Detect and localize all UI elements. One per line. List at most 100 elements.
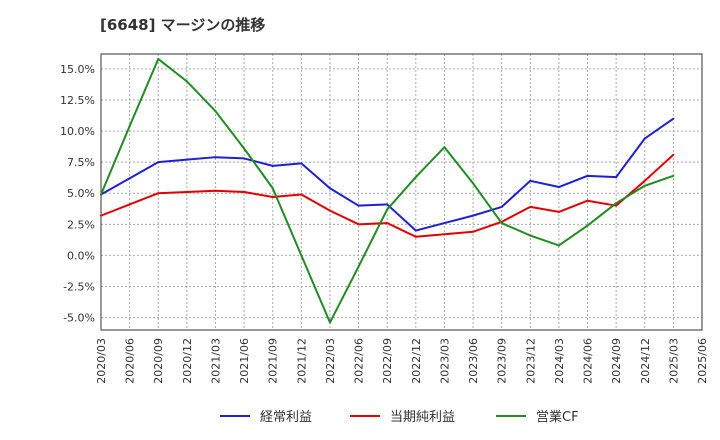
- data-point: [414, 176, 417, 179]
- data-point: [386, 222, 389, 225]
- legend-label: 経常利益: [260, 410, 312, 425]
- legend-label: 当期純利益: [390, 410, 455, 425]
- data-point: [557, 186, 560, 189]
- data-point: [185, 80, 188, 83]
- data-point: [300, 254, 303, 257]
- x-tick-label: 2023/03: [438, 338, 451, 384]
- data-point: [243, 191, 246, 193]
- data-point: [157, 57, 160, 60]
- x-tick-label: 2024/03: [553, 338, 566, 384]
- y-tick-label: -5.0%: [63, 312, 95, 325]
- data-point: [529, 234, 532, 237]
- y-tick-label: 0.0%: [67, 249, 95, 262]
- x-tick-label: 2021/12: [295, 338, 308, 384]
- x-tick-label: 2020/12: [181, 338, 194, 384]
- data-point: [443, 146, 446, 149]
- data-point: [557, 210, 560, 213]
- data-point: [328, 187, 331, 190]
- x-tick-label: 2021/09: [267, 338, 280, 384]
- x-tick-label: 2025/06: [696, 338, 709, 384]
- data-point: [472, 214, 475, 217]
- data-point: [414, 229, 417, 232]
- x-tick-label: 2023/09: [496, 338, 509, 384]
- data-point: [414, 235, 417, 238]
- x-tick-label: 2024/12: [639, 338, 652, 384]
- data-point: [214, 156, 217, 159]
- data-point: [500, 222, 503, 225]
- data-point: [529, 179, 532, 182]
- x-tick-label: 2023/06: [467, 338, 480, 384]
- data-point: [328, 209, 331, 212]
- data-point: [557, 244, 560, 247]
- data-point: [672, 174, 675, 177]
- y-tick-label: 15.0%: [60, 63, 95, 76]
- x-tick-label: 2024/09: [610, 338, 623, 384]
- data-point: [643, 137, 646, 140]
- data-point: [300, 162, 303, 165]
- data-point: [615, 202, 618, 205]
- data-point: [357, 204, 360, 207]
- data-point: [472, 230, 475, 233]
- data-point: [615, 204, 618, 207]
- data-point: [643, 179, 646, 182]
- data-point: [672, 117, 675, 120]
- data-point: [328, 321, 331, 324]
- x-tick-label: 2022/12: [410, 338, 423, 384]
- data-point: [586, 199, 589, 202]
- data-point: [128, 125, 131, 128]
- x-tick-label: 2022/03: [324, 338, 337, 384]
- data-point: [243, 157, 246, 160]
- data-point: [157, 161, 160, 164]
- x-tick-label: 2022/06: [353, 338, 366, 384]
- chart-title: [6648] マージンの推移: [100, 16, 266, 34]
- y-tick-label: 5.0%: [67, 187, 95, 200]
- x-tick-label: 2020/06: [124, 338, 137, 384]
- data-point: [586, 224, 589, 227]
- y-tick-label: -2.5%: [63, 280, 95, 293]
- series-lines: [100, 57, 675, 324]
- data-point: [472, 182, 475, 185]
- data-point: [357, 265, 360, 268]
- data-point: [357, 223, 360, 226]
- legend-label: 営業CF: [536, 409, 579, 425]
- data-point: [500, 205, 503, 208]
- data-point: [271, 187, 274, 190]
- data-point: [185, 158, 188, 161]
- data-point: [243, 147, 246, 150]
- axes: 15.0% 12.5% 10.0% 7.5% 5.0% 2.5% 0.0% -2.5% -5.0…: [60, 53, 709, 384]
- data-point: [128, 203, 131, 206]
- data-point: [185, 191, 188, 193]
- data-point: [300, 193, 303, 196]
- x-tick-label: 2021/03: [209, 338, 222, 384]
- x-tick-label: 2023/12: [524, 338, 537, 384]
- data-point: [128, 177, 131, 180]
- data-point: [386, 203, 389, 206]
- y-tick-label: 7.5%: [67, 156, 95, 169]
- data-point: [529, 205, 532, 208]
- data-point: [271, 164, 274, 167]
- data-point: [443, 222, 446, 225]
- x-tick-label: 2025/03: [667, 338, 680, 384]
- data-point: [100, 214, 102, 217]
- x-tick-label: 2020/09: [152, 338, 165, 384]
- x-tick-label: 2022/09: [381, 338, 394, 384]
- y-tick-label: 12.5%: [60, 94, 95, 107]
- y-tick-label: 10.0%: [60, 125, 95, 138]
- y-tick-label: 2.5%: [67, 218, 95, 231]
- data-point: [100, 193, 102, 196]
- data-point: [643, 184, 646, 187]
- data-point: [386, 208, 389, 211]
- data-point: [615, 176, 618, 179]
- x-tick-label: 2020/03: [95, 338, 108, 384]
- data-point: [672, 153, 675, 156]
- data-point: [214, 189, 217, 192]
- data-point: [443, 233, 446, 236]
- data-point: [586, 174, 589, 177]
- data-point: [214, 110, 217, 113]
- data-point: [157, 192, 160, 195]
- x-tick-label: 2021/06: [238, 338, 251, 384]
- x-tick-label: 2024/06: [582, 338, 595, 384]
- data-point: [271, 195, 274, 198]
- legend: 経常利益 当期純利益 営業CF: [220, 409, 579, 425]
